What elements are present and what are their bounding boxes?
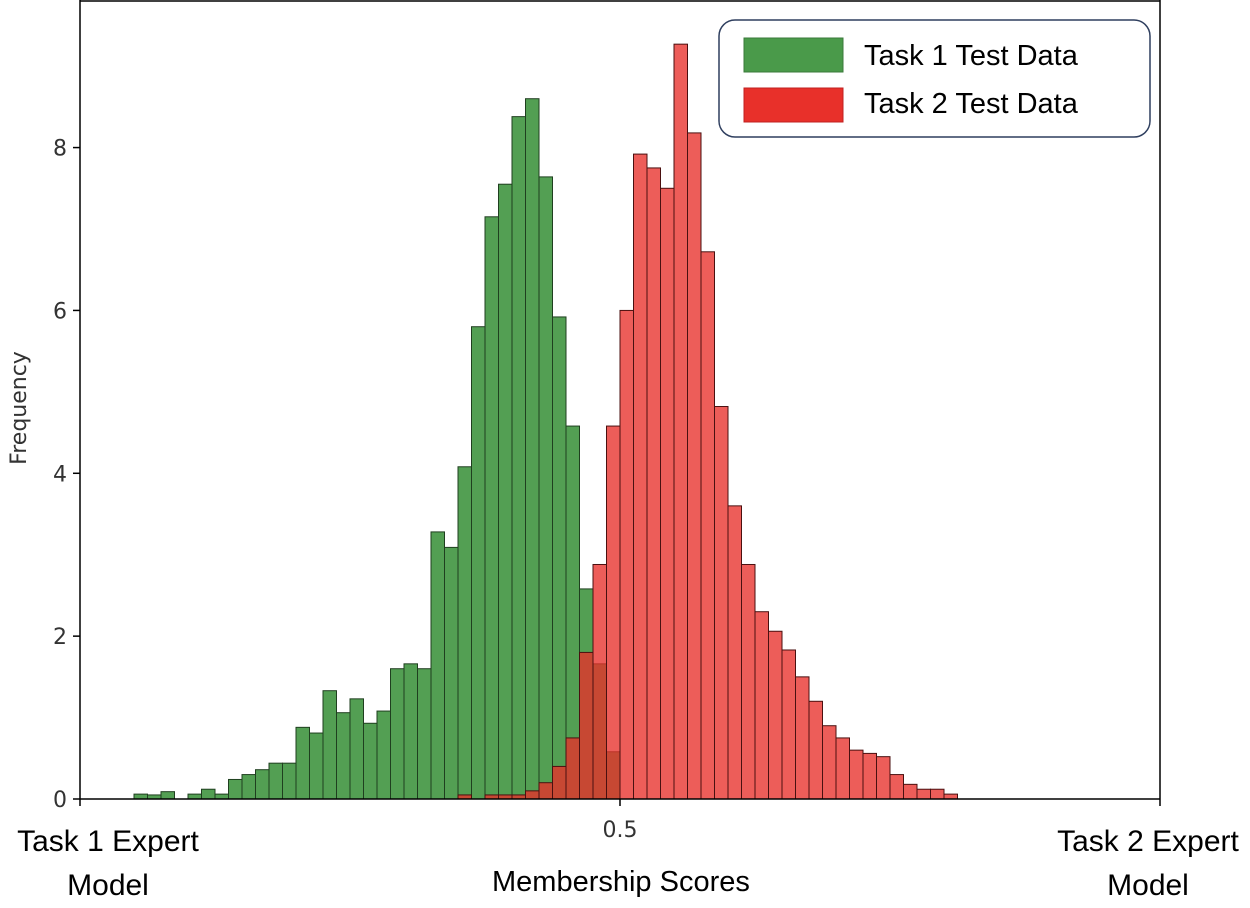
- bar-task1-29: [538, 176, 553, 800]
- bar-task2-28: [849, 749, 864, 800]
- legend-label-task2: Task 2 Test Data: [864, 88, 1079, 120]
- bar-task2-12: [633, 153, 648, 800]
- ticks-layer: 0 2 4 6 8 0.5: [53, 137, 1161, 843]
- bar-task2-6: [552, 765, 567, 800]
- y-tick-label-8: 8: [53, 137, 67, 162]
- bar-task2-30: [876, 756, 891, 800]
- bar-task1-26: [498, 183, 513, 800]
- bar-task2-7: [565, 737, 580, 800]
- bar-task2-5: [538, 782, 553, 800]
- bar-task2-32: [903, 783, 918, 800]
- bar-task2-9: [592, 563, 607, 800]
- bar-task2-20: [741, 563, 756, 800]
- bar-task1-2: [160, 791, 175, 800]
- bar-task2-8: [579, 651, 594, 800]
- bar-task2-22: [768, 630, 783, 800]
- bar-task1-8: [255, 769, 270, 800]
- bar-task1-9: [268, 762, 283, 800]
- bar-task1-7: [241, 774, 256, 800]
- x-left-end-label-line2: Model: [67, 869, 149, 902]
- bar-task2-25: [808, 700, 823, 800]
- x-right-end-label-line2: Model: [1107, 869, 1189, 902]
- x-left-end-label-line1: Task 1 Expert: [17, 825, 199, 858]
- y-tick-label-6: 6: [53, 299, 67, 324]
- x-right-end-label: Task 2 Expert Model: [1048, 820, 1248, 908]
- y-tick-label-4: 4: [53, 462, 67, 487]
- bar-task2-21: [754, 611, 769, 800]
- legend-label-task1: Task 1 Test Data: [864, 40, 1079, 72]
- bar-task2-16: [687, 132, 702, 800]
- x-tick-label-0: 0.5: [603, 818, 638, 843]
- y-tick-label-0: 0: [53, 788, 67, 813]
- bar-task2-29: [862, 752, 877, 800]
- bar-task1-23: [457, 466, 472, 800]
- bar-task2-34: [930, 788, 945, 800]
- y-tick-label-2: 2: [53, 625, 67, 650]
- bar-task2-27: [835, 737, 850, 800]
- bar-task2-26: [822, 725, 837, 800]
- bar-task1-11: [295, 726, 310, 800]
- bar-task1-30: [552, 316, 567, 800]
- bar-task2-11: [619, 309, 634, 800]
- bar-task1-17: [376, 710, 391, 800]
- bar-task1-12: [309, 732, 324, 800]
- x-right-end-label-line1: Task 2 Expert: [1057, 825, 1239, 858]
- bar-task1-22: [444, 546, 459, 800]
- bar-task1-18: [390, 668, 405, 800]
- bar-task1-21: [430, 531, 445, 800]
- bar-task1-24: [471, 326, 486, 800]
- bar-task2-13: [646, 167, 661, 800]
- bar-task1-4: [201, 788, 216, 800]
- bar-task2-17: [700, 251, 715, 800]
- bar-task2-33: [916, 788, 931, 800]
- bar-task2-24: [795, 676, 810, 800]
- bar-task1-16: [363, 722, 378, 800]
- bar-task1-6: [228, 778, 243, 800]
- bar-task2-10: [606, 425, 621, 800]
- legend: Task 1 Test Data Task 2 Test Data: [718, 19, 1151, 138]
- bar-task1-13: [322, 690, 337, 800]
- bar-task2-23: [781, 649, 796, 800]
- bar-task1-27: [511, 116, 526, 800]
- legend-swatch-task2: [743, 87, 844, 123]
- bar-task1-25: [484, 216, 499, 800]
- bar-task2-4: [525, 790, 540, 800]
- x-axis-label: Membership Scores: [492, 866, 750, 898]
- bar-task1-19: [403, 663, 418, 800]
- x-left-end-label: Task 1 Expert Model: [8, 820, 208, 908]
- bar-task1-15: [349, 698, 364, 800]
- bar-task1-28: [525, 98, 540, 800]
- bar-task2-15: [673, 43, 688, 800]
- bars-layer: [133, 43, 958, 800]
- bar-task2-18: [714, 406, 729, 800]
- bar-task1-20: [417, 668, 432, 800]
- bar-task2-14: [660, 187, 675, 800]
- y-axis-label: Frequency: [7, 351, 32, 465]
- bar-task1-10: [282, 762, 297, 800]
- bar-task1-14: [336, 712, 351, 800]
- bar-task2-31: [889, 774, 904, 800]
- legend-swatch-task1: [743, 37, 844, 73]
- bar-task2-19: [727, 505, 742, 800]
